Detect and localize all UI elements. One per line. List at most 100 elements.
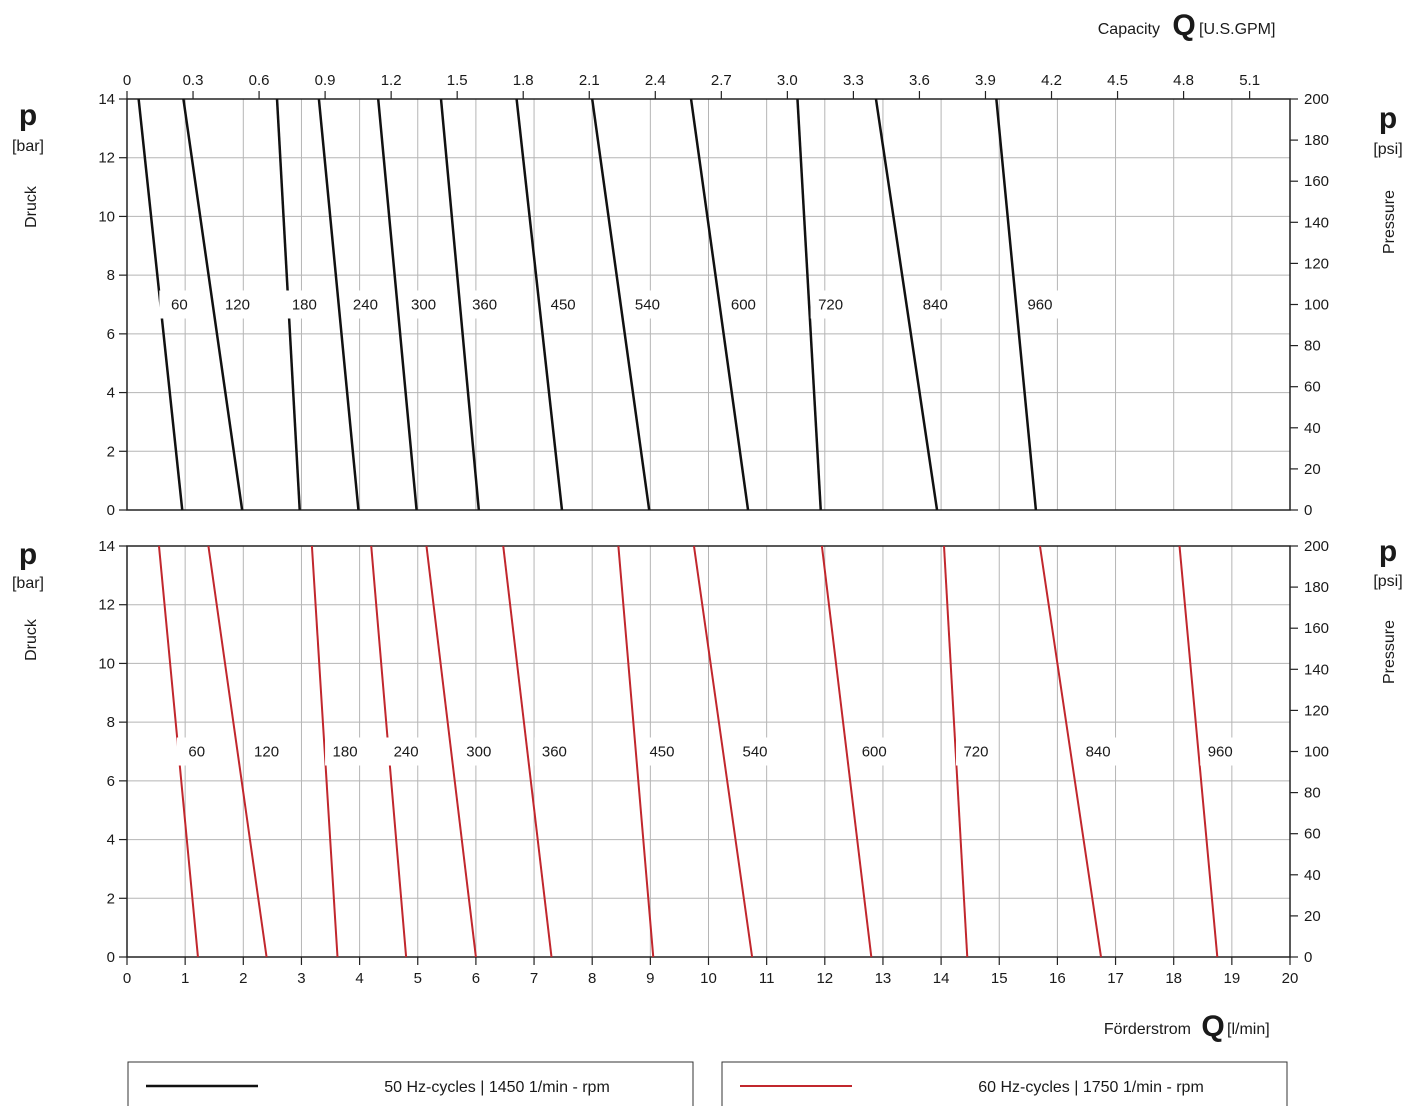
series-line-50hz-840: [874, 98, 939, 511]
series-line-60hz-360: [502, 545, 553, 958]
right-tick-label: 40: [1304, 420, 1321, 437]
right-tick-label: 140: [1304, 214, 1329, 231]
series-label-50hz-600: 600: [731, 297, 756, 314]
series-line-50hz-300: [376, 98, 418, 511]
series-label-60hz-840: 840: [1086, 744, 1111, 761]
bottom-tick-label: 6: [472, 970, 480, 987]
bottom-tick-label: 5: [414, 970, 422, 987]
left-axis-title: Druck: [23, 618, 40, 661]
right-tick-label: 200: [1304, 91, 1329, 108]
series-label-bg: [284, 290, 325, 319]
panel-50hz: 0246810121402040608010012014016018020060…: [98, 91, 1329, 519]
series-label-50hz-300: 300: [411, 297, 436, 314]
bottom-axis-title: Förderstrom: [1104, 1021, 1191, 1038]
series-label-bg: [915, 290, 956, 319]
series-line-60hz-120: [207, 545, 268, 958]
series-label-bg: [464, 290, 505, 319]
series-line-60hz-300: [425, 545, 477, 958]
series-label-60hz-120: 120: [254, 744, 279, 761]
legend: 50 Hz-cycles | 1450 1/min - rpm 60 Hz-cy…: [127, 1061, 1288, 1106]
bottom-tick-label: 20: [1282, 970, 1299, 987]
series-label-bg: [955, 737, 996, 766]
top-tick-label: 0: [123, 72, 131, 89]
bottom-tick-label: 4: [355, 970, 363, 987]
series-label-bg: [627, 290, 668, 319]
left-axis-title: Druck: [23, 185, 40, 228]
bottom-tick-label: 8: [588, 970, 596, 987]
left-tick-label: 6: [107, 773, 115, 790]
top-tick-label: 0.3: [183, 72, 204, 89]
series-line-60hz-840: [1038, 545, 1103, 958]
series-line-60hz-450: [617, 545, 655, 958]
left-tick-label: 0: [107, 502, 115, 519]
right-axis-title: Pressure: [1381, 620, 1398, 684]
right-tick-label: 160: [1304, 620, 1329, 637]
bottom-tick-label: 10: [700, 970, 717, 987]
series-line-50hz-600: [689, 98, 750, 511]
left-tick-label: 12: [98, 597, 115, 614]
top-gpm-axis: 0 0.3 0.6 0.9 1.2 1.5 1.8 2.1 2.4 2.7 3.0 3.3 3.6 3.9…: [123, 72, 1260, 99]
right-tick-label: 180: [1304, 579, 1329, 596]
top-tick-label: 1.5: [447, 72, 468, 89]
series-label-60hz-180: 180: [333, 744, 358, 761]
series-label-bg: [403, 290, 444, 319]
bottom-tick-label: 19: [1224, 970, 1241, 987]
series-label-bg: [458, 737, 499, 766]
series-label-bg: [723, 290, 764, 319]
right-tick-label: 60: [1304, 826, 1321, 843]
left-axis-symbol: p: [19, 538, 37, 571]
left-axis-symbol: p: [19, 99, 37, 132]
series-label-50hz-360: 360: [472, 297, 497, 314]
bottom-tick-label: 12: [816, 970, 833, 987]
series-label-50hz-960: 960: [1027, 297, 1052, 314]
bottom-lmin-axis: 0 1 2 3 4 5 6 7 8 9 10 11 12 13 14 15 16 17 18 19 20: [123, 957, 1299, 987]
series-label-60hz-450: 450: [649, 744, 674, 761]
top-tick-label: 3.0: [777, 72, 798, 89]
top-tick-label: 2.4: [645, 72, 666, 89]
series-label-60hz-720: 720: [963, 744, 988, 761]
series-label-50hz-240: 240: [353, 297, 378, 314]
top-tick-label: 4.2: [1041, 72, 1062, 89]
bottom-tick-label: 1: [181, 970, 189, 987]
series-label-bg: [1019, 290, 1060, 319]
series-label-bg: [854, 737, 895, 766]
series-label-bg: [641, 737, 682, 766]
top-axis-unit: [U.S.GPM]: [1199, 21, 1275, 38]
series-label-bg: [325, 737, 366, 766]
left-tick-label: 12: [98, 150, 115, 167]
right-tick-label: 140: [1304, 661, 1329, 678]
bottom-tick-label: 2: [239, 970, 247, 987]
bottom-tick-label: 7: [530, 970, 538, 987]
series-label-50hz-540: 540: [635, 297, 660, 314]
bottom-tick-label: 9: [646, 970, 654, 987]
legend-box-60hz: [721, 1061, 1288, 1106]
series-label-60hz-360: 360: [542, 744, 567, 761]
series-line-50hz-240: [317, 98, 360, 511]
series-label-bg: [345, 290, 386, 319]
series-label-50hz-450: 450: [551, 297, 576, 314]
top-tick-label: 0.9: [315, 72, 336, 89]
legend-label-50hz: 50 Hz-cycles | 1450 1/min - rpm: [384, 1079, 610, 1096]
top-tick-label: 1.2: [381, 72, 402, 89]
top-tick-label: 3.9: [975, 72, 996, 89]
series-line-50hz-450: [515, 98, 564, 511]
bottom-tick-label: 11: [759, 970, 775, 987]
top-tick-label: 2.1: [579, 72, 600, 89]
top-tick-label: 4.5: [1107, 72, 1128, 89]
bottom-tick-label: 17: [1107, 970, 1124, 987]
right-tick-label: 200: [1304, 538, 1329, 555]
series-label-bg: [735, 737, 776, 766]
left-tick-label: 8: [107, 714, 115, 731]
top-tick-label: 0.6: [249, 72, 270, 89]
series-line-50hz-720: [796, 98, 822, 511]
bottom-axis-symbol: Q: [1201, 1010, 1224, 1043]
series-label-50hz-60: 60: [171, 297, 188, 314]
series-line-50hz-360: [439, 98, 481, 511]
right-tick-label: 0: [1304, 949, 1312, 966]
series-label-bg: [217, 290, 258, 319]
series-line-60hz-600: [820, 545, 873, 958]
left-tick-label: 6: [107, 326, 115, 343]
left-tick-label: 4: [107, 385, 115, 402]
right-axis-symbol: p: [1379, 535, 1397, 568]
left-tick-label: 14: [98, 91, 115, 108]
